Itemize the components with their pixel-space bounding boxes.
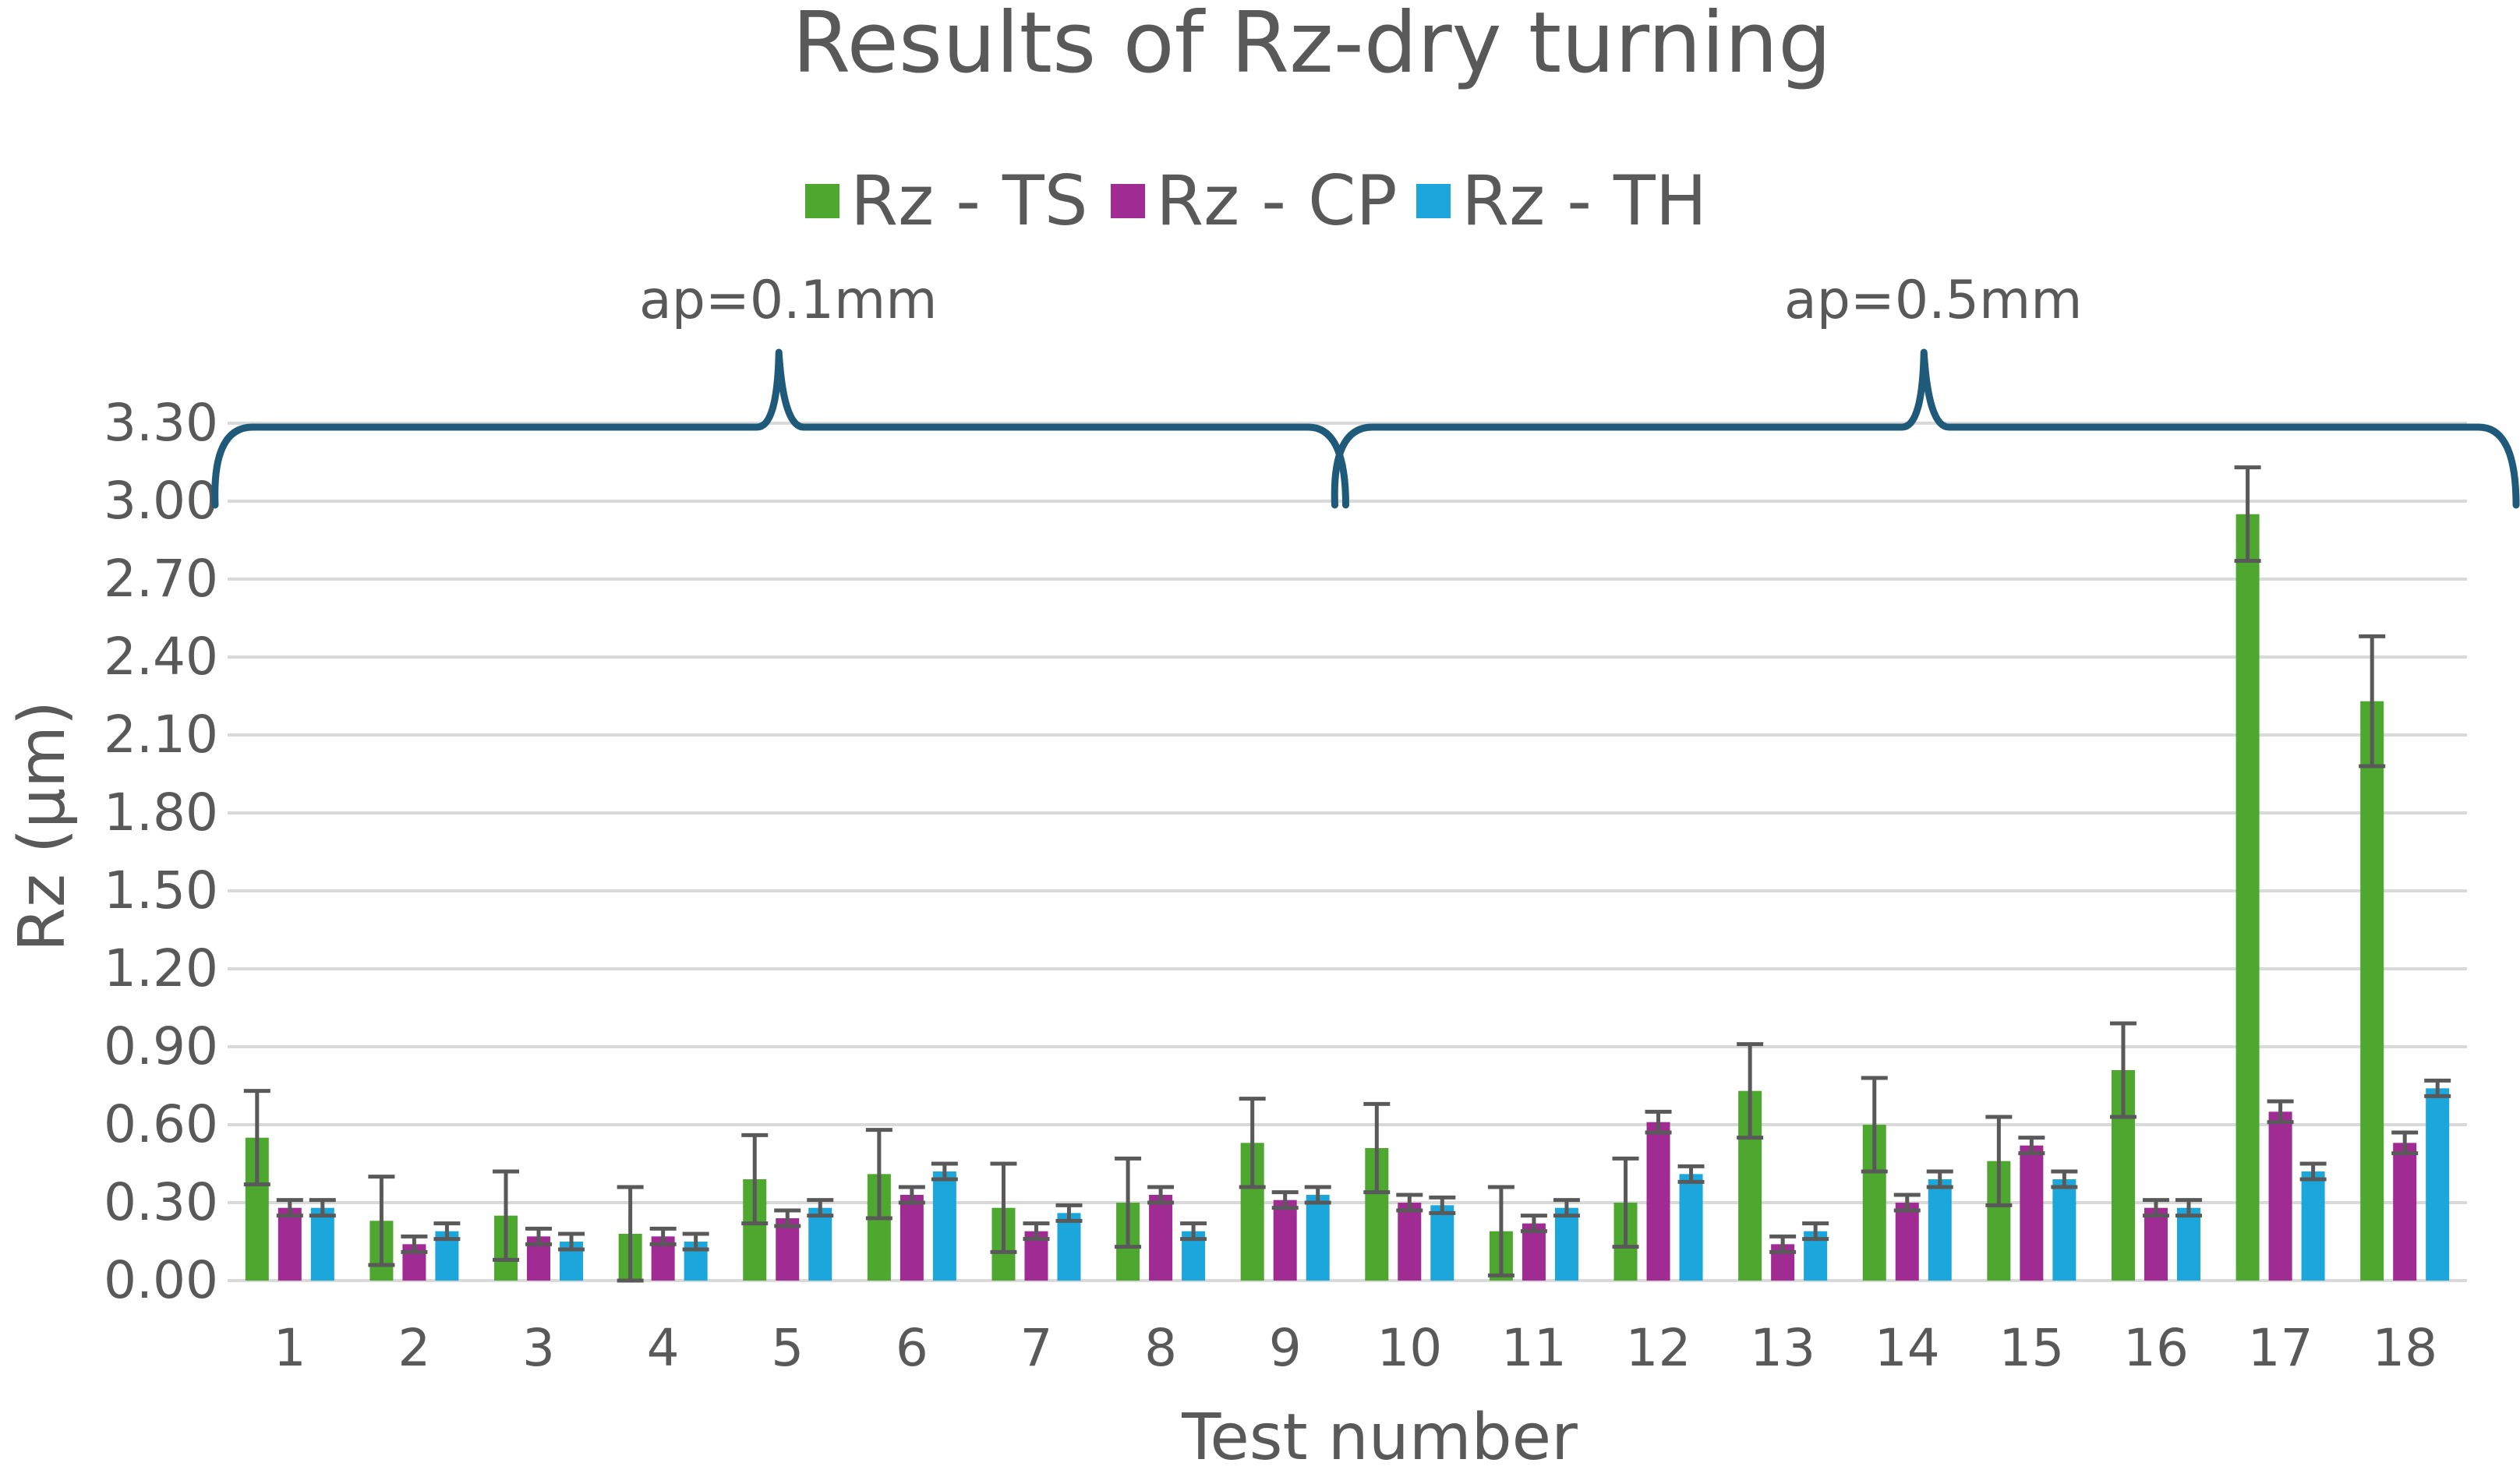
y-tick-label: 2.70: [104, 549, 218, 609]
x-tick-label: 2: [398, 1318, 430, 1378]
x-axis-ticks: 1 2 3 4 5 6 7 8 9 10 11 12 13 14 15 16 17 18: [274, 1318, 2437, 1378]
legend: Rz - TS Rz - CP Rz - TH: [805, 161, 1707, 241]
bar-rz-cp-17: [2268, 1111, 2292, 1281]
bar-rz-cp-9: [1273, 1200, 1297, 1281]
x-tick-label: 16: [2123, 1318, 2189, 1378]
bar-rz-th-14: [1928, 1179, 1952, 1281]
y-tick-label: 0.60: [104, 1094, 218, 1154]
x-tick-label: 4: [647, 1318, 680, 1378]
bar-rz-ts-18: [2360, 701, 2384, 1281]
y-axis-title: Rz (µm): [5, 701, 80, 952]
bars: [243, 465, 2451, 1283]
bar-rz-ts-17: [2235, 514, 2260, 1281]
bar-rz-cp-6: [899, 1195, 924, 1281]
x-tick-label: 10: [1377, 1318, 1442, 1378]
annotation-label: ap=0.5mm: [1784, 270, 2082, 331]
legend-swatch: [1111, 184, 1145, 218]
legend-label: Rz - CP: [1156, 161, 1398, 241]
y-tick-label: 0.30: [104, 1172, 218, 1232]
bar-rz-cp-14: [1895, 1203, 1919, 1281]
x-tick-label: 12: [1626, 1318, 1691, 1378]
annotation-brace: [211, 348, 1349, 509]
bar-rz-th-1: [310, 1207, 334, 1281]
bar-rz-th-5: [808, 1207, 832, 1281]
x-tick-label: 14: [1875, 1318, 1940, 1378]
gridlines: [228, 422, 2467, 1282]
bar-rz-cp-18: [2393, 1143, 2417, 1281]
x-tick-label: 13: [1750, 1318, 1815, 1378]
bar-rz-th-9: [1306, 1195, 1330, 1281]
annotation-brace: [1331, 348, 2520, 509]
x-tick-label: 1: [274, 1318, 306, 1378]
y-tick-label: 2.10: [104, 705, 218, 765]
bar-rz-th-17: [2301, 1171, 2325, 1281]
bar-rz-th-15: [2052, 1179, 2076, 1281]
x-tick-label: 15: [1999, 1318, 2064, 1378]
y-tick-label: 1.20: [104, 938, 218, 998]
annotation-label: ap=0.1mm: [639, 270, 937, 331]
bar-rz-cp-5: [776, 1218, 800, 1281]
bar-rz-th-16: [2176, 1207, 2200, 1281]
bar-rz-cp-8: [1149, 1195, 1173, 1281]
bar-rz-cp-15: [2020, 1145, 2044, 1281]
legend-swatch: [805, 184, 839, 218]
bar-rz-th-6: [932, 1171, 956, 1281]
bar-rz-th-11: [1554, 1207, 1578, 1281]
x-tick-label: 11: [1501, 1318, 1567, 1378]
x-tick-label: 8: [1144, 1318, 1177, 1378]
legend-label: Rz - TH: [1461, 161, 1707, 241]
bar-rz-th-18: [2426, 1088, 2450, 1281]
legend-label: Rz - TS: [850, 161, 1088, 241]
bar-rz-cp-16: [2144, 1207, 2168, 1281]
x-axis-title: Test number: [1181, 1401, 1578, 1474]
y-tick-label: 3.00: [104, 471, 218, 531]
x-tick-label: 18: [2372, 1318, 2437, 1378]
x-tick-label: 3: [522, 1318, 555, 1378]
bar-rz-th-12: [1679, 1174, 1703, 1281]
x-tick-label: 7: [1020, 1318, 1052, 1378]
legend-swatch: [1416, 184, 1451, 218]
y-tick-label: 1.50: [104, 860, 218, 920]
y-tick-label: 3.30: [104, 393, 218, 453]
x-tick-label: 9: [1269, 1318, 1302, 1378]
y-axis-ticks: 0.00 0.30 0.60 0.90 1.20 1.50 1.80 2.10 2.40 2.70…: [104, 393, 218, 1310]
y-tick-label: 0.00: [104, 1250, 218, 1310]
bar-rz-cp-1: [277, 1207, 302, 1281]
y-tick-label: 0.90: [104, 1016, 218, 1076]
annotations: ap=0.1mm ap=0.5mm: [211, 270, 2520, 509]
x-tick-label: 6: [896, 1318, 928, 1378]
bar-rz-cp-10: [1398, 1203, 1422, 1281]
bar-rz-cp-12: [1646, 1122, 1670, 1281]
x-tick-label: 17: [2248, 1318, 2313, 1378]
chart-title: Results of Rz-dry turning: [792, 0, 1831, 92]
y-tick-label: 1.80: [104, 783, 218, 843]
bar-rz-th-10: [1430, 1205, 1454, 1281]
bar-rz-th-7: [1057, 1213, 1081, 1281]
x-tick-label: 5: [771, 1318, 804, 1378]
y-tick-label: 2.40: [104, 627, 218, 687]
